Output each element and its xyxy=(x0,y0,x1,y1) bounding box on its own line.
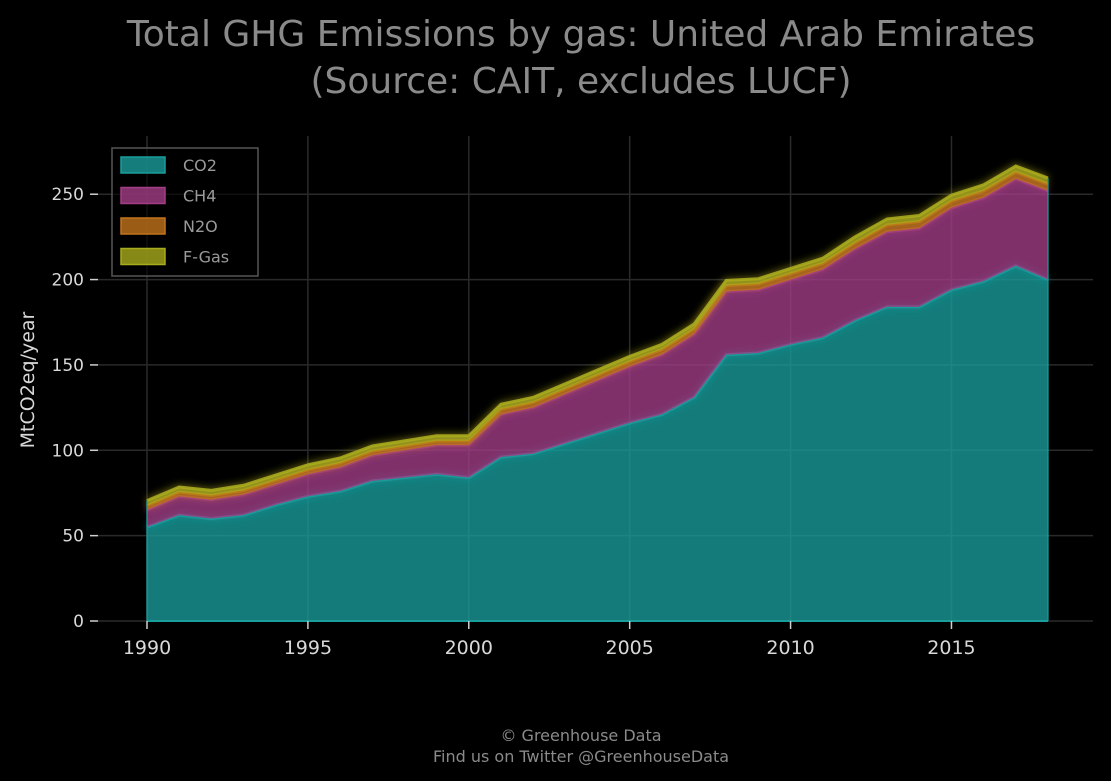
y-tick-label: 150 xyxy=(52,356,84,376)
legend-item: CO2 xyxy=(120,156,217,175)
legend-label: CO2 xyxy=(183,156,217,175)
stacked-areas xyxy=(146,164,1049,622)
footer-twitter: Find us on Twitter @GreenhouseData xyxy=(433,747,729,766)
line-f-gas xyxy=(146,164,1049,503)
x-tick-label: 1995 xyxy=(284,637,332,659)
x-tick-label: 2015 xyxy=(927,637,975,659)
area-ch4 xyxy=(147,178,1048,528)
x-tick-label: 2005 xyxy=(605,637,653,659)
y-tick-label: 50 xyxy=(62,527,84,547)
legend-item: F-Gas xyxy=(120,247,229,267)
area-co2 xyxy=(147,265,1048,621)
footer-copyright: © Greenhouse Data xyxy=(500,726,661,745)
legend-item: N2O xyxy=(120,217,218,236)
legend-label: CH4 xyxy=(183,187,216,206)
series-f-gas xyxy=(146,164,1049,506)
series-co2 xyxy=(146,264,1049,621)
legend-swatch xyxy=(120,247,166,266)
chart-subtitle: (Source: CAIT, excludes LUCF) xyxy=(310,61,851,102)
legend-swatch xyxy=(120,217,166,235)
y-tick-label: 100 xyxy=(52,441,84,461)
x-tick-label: 1990 xyxy=(123,637,171,659)
x-tick-label: 2000 xyxy=(445,637,493,659)
legend-swatch xyxy=(120,156,166,174)
y-tick-label: 0 xyxy=(73,612,84,632)
axes: 1990 1995 2000 2005 2010 2015 0 50 100 150 200 250 xyxy=(52,185,976,659)
legend: CO2 CH4 N2O F-Gas xyxy=(111,147,259,277)
legend-label: F-Gas xyxy=(183,248,229,267)
y-tick-label: 250 xyxy=(52,185,84,205)
y-axis-label: MtCO2eq/year xyxy=(17,311,39,448)
legend-item: CH4 xyxy=(120,186,216,206)
chart-title: Total GHG Emissions by gas: United Arab … xyxy=(126,14,1035,55)
legend-label: N2O xyxy=(183,217,218,236)
x-tick-label: 2010 xyxy=(766,637,814,659)
y-tick-label: 200 xyxy=(52,271,84,291)
legend-swatch xyxy=(120,186,166,205)
